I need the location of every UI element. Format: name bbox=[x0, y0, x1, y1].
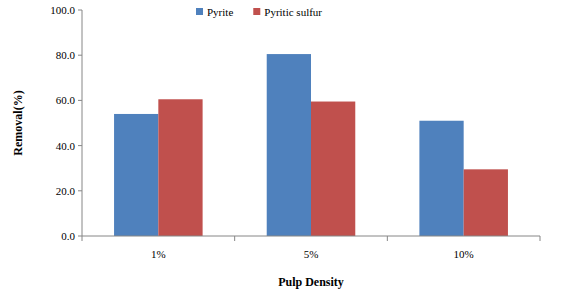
x-tick bbox=[82, 236, 83, 241]
x-axis-title: Pulp Density bbox=[278, 275, 344, 289]
bar bbox=[419, 121, 463, 236]
bars bbox=[114, 54, 508, 236]
legend-label: Pyrite bbox=[207, 6, 233, 18]
y-tick bbox=[78, 10, 82, 11]
chart-svg: 0.0 20.0 40.0 60.0 80.0 100.0 1% 5% 10% Pulp Dens… bbox=[0, 0, 586, 303]
background bbox=[0, 0, 586, 303]
y-tick bbox=[78, 145, 82, 146]
x-tick bbox=[387, 236, 388, 241]
y-tick-label: 20.0 bbox=[56, 185, 76, 197]
x-tick bbox=[234, 236, 235, 241]
legend: Pyrite Pyritic sulfur bbox=[196, 6, 322, 18]
x-tick-label: 1% bbox=[151, 248, 166, 260]
bar bbox=[464, 169, 508, 236]
y-tick bbox=[78, 236, 82, 237]
y-axis-line bbox=[82, 10, 83, 236]
legend-swatch bbox=[196, 8, 203, 15]
y-axis-title: Removal(%) bbox=[11, 90, 25, 155]
bar bbox=[158, 99, 202, 236]
legend-label: Pyritic sulfur bbox=[264, 6, 322, 18]
bar bbox=[267, 54, 311, 236]
y-tick bbox=[78, 190, 82, 191]
x-tick-label: 5% bbox=[304, 248, 319, 260]
y-tick-label: 60.0 bbox=[56, 94, 76, 106]
legend-swatch bbox=[253, 8, 260, 15]
y-tick bbox=[78, 100, 82, 101]
y-tick-label: 40.0 bbox=[56, 140, 76, 152]
chart-container: 0.0 20.0 40.0 60.0 80.0 100.0 1% 5% 10% Pulp Dens… bbox=[0, 0, 586, 303]
x-tick bbox=[540, 236, 541, 241]
y-tick bbox=[78, 55, 82, 56]
y-tick-label: 80.0 bbox=[56, 49, 76, 61]
bar bbox=[311, 102, 355, 236]
x-axis-line bbox=[82, 236, 540, 237]
y-tick-label: 100.0 bbox=[50, 4, 75, 16]
x-tick-label: 10% bbox=[454, 248, 474, 260]
bar bbox=[114, 114, 158, 236]
y-tick-label: 0.0 bbox=[61, 230, 75, 242]
